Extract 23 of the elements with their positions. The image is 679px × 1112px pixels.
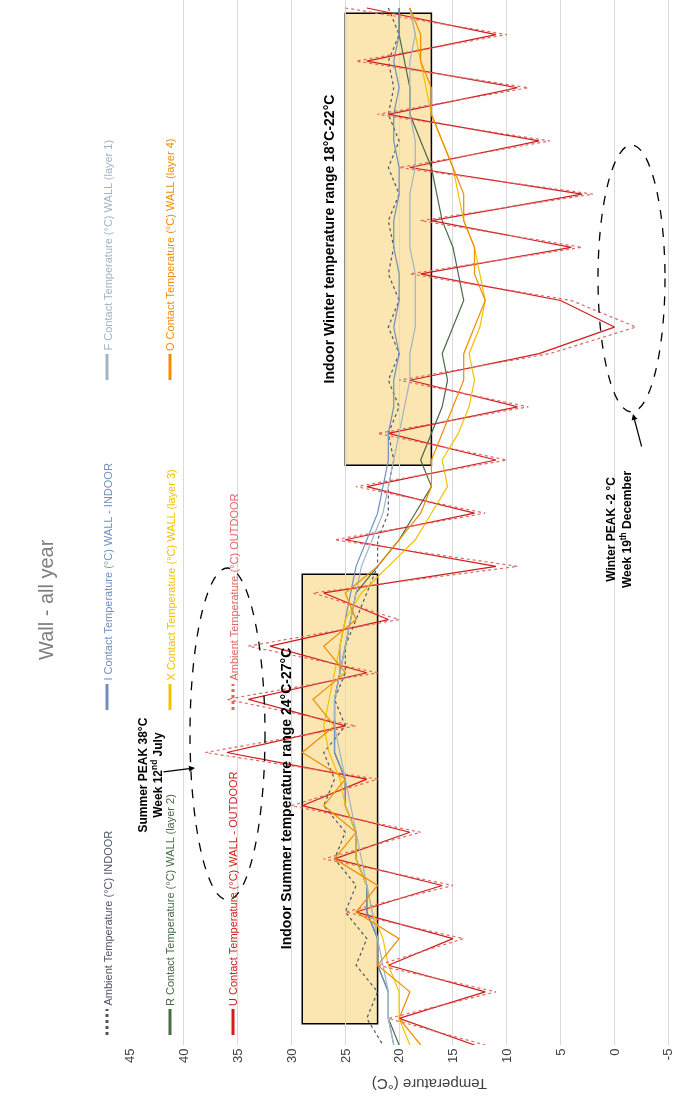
x-tick-label: 10 (498, 1048, 514, 1064)
text: U Contact Temperature (°C) WALL - OUTDOOR (227, 771, 239, 1006)
text: X Contact Temperature (°C) WALL (layer 3) (164, 469, 177, 681)
x-tick-label: 5 (552, 1048, 568, 1056)
x-tick-label: 15 (445, 1048, 461, 1064)
band-label: Indoor Summer temperature range 24°C-27°C (278, 647, 295, 950)
x-tick-label: 20 (391, 1048, 407, 1064)
text: Ambient Temperature (°C) OUTDOOR (227, 493, 240, 681)
text: Wall - all year (35, 539, 57, 660)
text: F Contact Temperature (°C) WALL (layer 1) (101, 139, 114, 351)
x-tick-label: 40 (176, 1048, 192, 1064)
band-label: Indoor Winter temperature range 18°C-22°C (320, 94, 337, 384)
text: O Contact Temperature (°C) WALL (layer 4) (164, 138, 176, 351)
x-tick-label: -5 (660, 1048, 676, 1061)
x-tick-label: 30 (283, 1048, 299, 1064)
x-tick-label: 45 (122, 1048, 138, 1064)
text: I Contact Temperature (°C) WALL - INDOOR (101, 463, 114, 681)
x-tick-label: 25 (337, 1048, 353, 1064)
x-axis-title: Temperature (°C) (371, 1076, 487, 1093)
x-tick-label: 35 (229, 1048, 245, 1064)
x-tick-label: 0 (606, 1048, 622, 1056)
text: Ambient Temperature (°C) INDOOR (101, 830, 114, 1006)
text: R Contact Temperature (°C) WALL (layer 2) (164, 794, 176, 1006)
